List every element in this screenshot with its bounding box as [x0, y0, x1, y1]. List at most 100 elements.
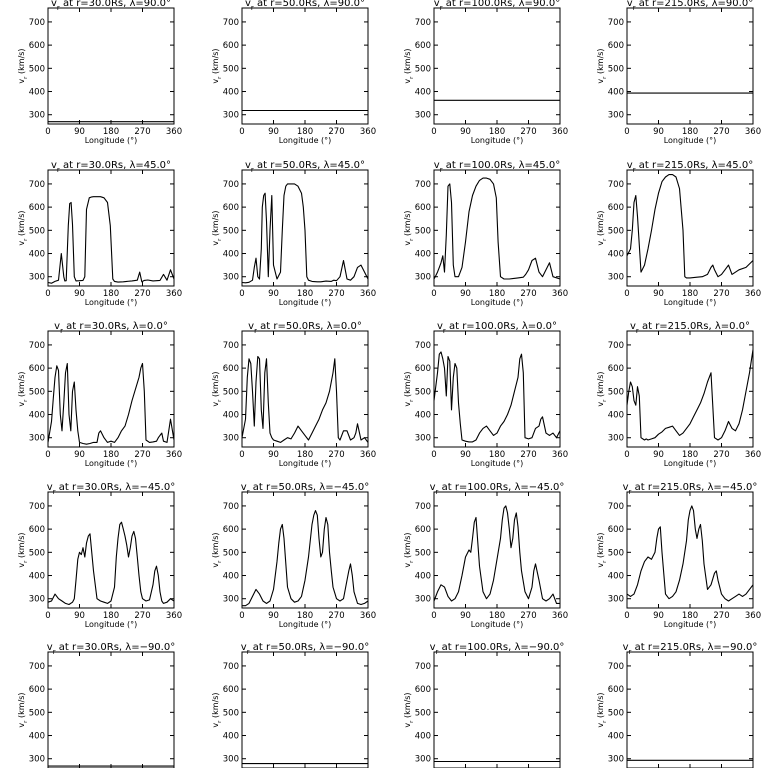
- y-tick-label: 500: [223, 708, 239, 718]
- x-tick-label: 180: [682, 450, 698, 460]
- y-tick-label: 400: [29, 411, 45, 421]
- plot-frame: [626, 169, 754, 287]
- y-tick-label: 300: [415, 595, 431, 605]
- x-axis-label: Longitude (°): [471, 136, 524, 145]
- y-tick-label: 600: [29, 203, 45, 213]
- x-tick-label: 180: [103, 450, 119, 460]
- y-tick-label: 500: [415, 226, 431, 236]
- y-tick-label: 300: [608, 755, 624, 765]
- y-tick-label: 500: [608, 226, 624, 236]
- chart-panel-r4-c1: vr at r=50.0Rs, λ=−90.0°0901802703603004…: [211, 642, 369, 768]
- y-tick-label: 600: [29, 364, 45, 374]
- plot-frame: [626, 7, 754, 125]
- series-line: [47, 362, 175, 445]
- y-tick-label: 700: [223, 662, 239, 672]
- y-tick-label: 700: [608, 341, 624, 351]
- y-tick-label: 400: [415, 88, 431, 98]
- y-tick-label: 600: [608, 525, 624, 535]
- y-tick-label: 700: [415, 502, 431, 512]
- x-tick-label: 90: [74, 611, 85, 621]
- x-tick-label: 270: [713, 611, 729, 621]
- plot-frame: [47, 330, 175, 448]
- chart-panel-r3-c0: vr at r=30.0Rs, λ=−45.0°0 90 180 270 3603004…: [17, 482, 182, 629]
- y-tick-label: 400: [29, 572, 45, 582]
- x-tick-label: 90: [653, 289, 664, 299]
- y-tick-label: 300: [223, 434, 239, 444]
- y-tick-label: 700: [223, 502, 239, 512]
- y-tick-label: 600: [29, 525, 45, 535]
- y-axis-label: vr (km/s): [211, 371, 223, 406]
- y-tick-label: 400: [29, 250, 45, 260]
- series-line: [433, 505, 560, 604]
- y-tick-label: 500: [415, 64, 431, 74]
- y-axis-label: vr (km/s): [17, 371, 29, 406]
- y-tick-label: 400: [223, 572, 239, 582]
- x-tick-label: 90: [460, 127, 471, 137]
- series-line: [626, 174, 754, 279]
- y-tick-label: 600: [415, 203, 431, 213]
- x-axis-label: Longitude (°): [471, 620, 524, 629]
- y-tick-label: 400: [608, 411, 624, 421]
- y-tick-label: 300: [608, 595, 624, 605]
- x-tick-label: 90: [460, 289, 471, 299]
- y-tick-label: 400: [223, 88, 239, 98]
- y-tick-label: 300: [29, 755, 45, 765]
- x-tick-label: 360: [745, 611, 761, 621]
- x-tick-label: 360: [360, 611, 376, 621]
- x-tick-label: 90: [74, 450, 85, 460]
- y-axis-label: vr (km/s): [211, 692, 223, 727]
- y-tick-label: 600: [415, 364, 431, 374]
- y-tick-label: 500: [608, 708, 624, 718]
- y-tick-label: 400: [608, 572, 624, 582]
- x-tick-label: 180: [103, 127, 119, 137]
- x-tick-label: 0: [45, 289, 50, 299]
- y-axis-label: vr (km/s): [596, 371, 608, 406]
- x-axis-label: Longitude (°): [85, 298, 138, 307]
- x-tick-label: 360: [552, 127, 568, 137]
- x-axis-label: Longitude (°): [85, 620, 138, 629]
- y-tick-label: 700: [223, 18, 239, 28]
- x-tick-label: 180: [297, 611, 313, 621]
- x-tick-label: 0: [239, 611, 244, 621]
- x-axis-label: Longitude (°): [471, 459, 524, 468]
- x-tick-label: 270: [328, 289, 344, 299]
- series-line: [47, 521, 175, 606]
- x-tick-label: 180: [297, 127, 313, 137]
- y-tick-label: 700: [29, 341, 45, 351]
- y-tick-label: 500: [223, 226, 239, 236]
- plot-frame: [241, 7, 369, 125]
- y-axis-label: vr (km/s): [596, 210, 608, 245]
- x-tick-label: 360: [745, 127, 761, 137]
- x-tick-label: 360: [360, 450, 376, 460]
- y-tick-label: 400: [223, 250, 239, 260]
- x-tick-label: 270: [134, 127, 150, 137]
- y-tick-label: 700: [29, 662, 45, 672]
- chart-panel-r1-c3: vr at r=215.0Rs, λ=45.0°0 90 180 270 3603004…: [596, 160, 761, 307]
- y-tick-label: 500: [223, 548, 239, 558]
- chart-panel-r2-c0: vr at r=30.0Rs, λ=0.0°0 90 180 270 360300400…: [17, 321, 182, 468]
- y-axis-label: vr (km/s): [596, 48, 608, 83]
- x-tick-label: 90: [268, 611, 279, 621]
- y-tick-label: 600: [223, 41, 239, 51]
- y-tick-label: 300: [415, 111, 431, 121]
- y-tick-label: 300: [29, 434, 45, 444]
- y-tick-label: 600: [223, 525, 239, 535]
- x-tick-label: 270: [520, 611, 536, 621]
- x-axis-label: Longitude (°): [279, 298, 332, 307]
- plot-frame: [433, 7, 561, 125]
- x-tick-label: 180: [103, 289, 119, 299]
- y-tick-label: 700: [29, 180, 45, 190]
- x-tick-label: 180: [489, 611, 505, 621]
- series-line: [626, 349, 754, 441]
- chart-panel-r0-c3: vr at r=215.0Rs, λ=90.0°0 90 180 270 3603004…: [596, 0, 761, 145]
- y-axis-label: vr (km/s): [211, 48, 223, 83]
- chart-panel-r1-c0: vr at r=30.0Rs, λ=45.0°0 90 180 270 36030040…: [17, 160, 182, 307]
- y-tick-label: 400: [608, 88, 624, 98]
- plot-frame: [626, 651, 754, 768]
- x-axis-label: Longitude (°): [279, 136, 332, 145]
- y-axis-label: vr (km/s): [17, 48, 29, 83]
- x-tick-label: 0: [624, 127, 629, 137]
- y-tick-label: 600: [29, 685, 45, 695]
- x-tick-label: 270: [134, 450, 150, 460]
